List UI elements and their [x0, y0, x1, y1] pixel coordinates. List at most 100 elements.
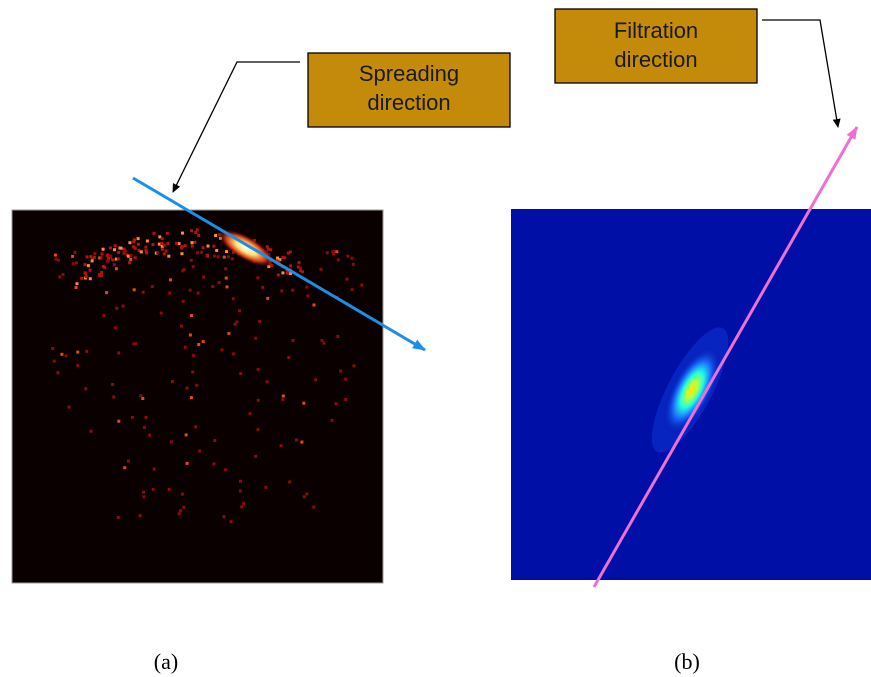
dot [151, 243, 155, 246]
dot [122, 250, 126, 253]
dot [281, 398, 285, 402]
dot [201, 340, 205, 344]
dot [138, 514, 142, 518]
dot [191, 370, 195, 374]
dot [197, 233, 201, 237]
dot [61, 273, 65, 276]
dot [291, 288, 295, 292]
dot [196, 291, 200, 295]
dot [281, 394, 285, 398]
dot [213, 254, 217, 258]
dot [211, 285, 215, 288]
hotspot [217, 228, 275, 268]
dot [330, 418, 334, 422]
dot [177, 512, 181, 516]
dot [300, 440, 304, 444]
dot [177, 242, 181, 246]
dot [277, 260, 281, 264]
dot [288, 480, 292, 484]
dot [157, 242, 161, 246]
dot [305, 285, 309, 289]
dot [162, 243, 166, 247]
dot [180, 246, 183, 250]
dot [248, 412, 252, 416]
dot [105, 291, 109, 295]
dot [113, 326, 117, 330]
dot [150, 285, 154, 289]
dot [75, 282, 79, 286]
dot [141, 397, 145, 400]
dot [276, 256, 280, 260]
dot [194, 231, 198, 234]
dot [121, 304, 125, 308]
dot [71, 262, 75, 266]
dot [190, 244, 194, 248]
dot [58, 275, 62, 279]
dot [129, 253, 133, 257]
dot [206, 254, 209, 258]
dot [185, 461, 189, 465]
dot [350, 288, 354, 292]
dot [165, 231, 169, 235]
dot [198, 449, 202, 453]
dot [89, 429, 93, 433]
dot [351, 262, 355, 266]
dot [183, 345, 187, 349]
dot [195, 228, 199, 232]
dot [182, 268, 186, 271]
dot [240, 505, 244, 509]
dot [144, 416, 148, 419]
dot [144, 245, 148, 249]
dot [335, 250, 339, 254]
dot [334, 402, 338, 406]
dot [162, 252, 166, 256]
dot [98, 274, 102, 278]
dot [132, 240, 136, 244]
dot [279, 444, 283, 448]
dot [118, 246, 122, 250]
dot [306, 294, 310, 298]
dot [345, 277, 349, 281]
dot [99, 256, 103, 260]
dot [139, 394, 143, 398]
dot [160, 244, 164, 248]
dot [54, 257, 58, 261]
dot [133, 246, 137, 250]
dot [159, 311, 163, 315]
dot [133, 256, 137, 260]
filtration-arrow [592, 126, 859, 588]
dot [266, 296, 270, 300]
dot [113, 244, 117, 248]
dot [67, 405, 71, 409]
dot [190, 241, 194, 245]
dot [141, 290, 145, 294]
dot [254, 454, 258, 458]
dot [116, 516, 120, 519]
dot [281, 271, 285, 275]
dot [114, 267, 118, 271]
dot [117, 419, 121, 423]
dot [114, 257, 118, 261]
dot [164, 249, 168, 253]
spreading-box [307, 52, 511, 128]
dot [194, 425, 198, 429]
dot [224, 276, 228, 280]
dot [160, 237, 164, 241]
filtration-leader [762, 19, 841, 128]
dot [117, 250, 121, 254]
dot [84, 275, 88, 279]
dot [229, 520, 233, 524]
dot [76, 364, 80, 368]
dot [181, 299, 185, 303]
dot [256, 367, 260, 371]
dot [122, 247, 126, 251]
dot [60, 352, 64, 356]
dot [107, 256, 110, 260]
box-label: Spreading [359, 61, 459, 86]
dot [132, 288, 136, 292]
dot [152, 231, 156, 235]
dot [111, 258, 115, 262]
dot [295, 438, 298, 442]
